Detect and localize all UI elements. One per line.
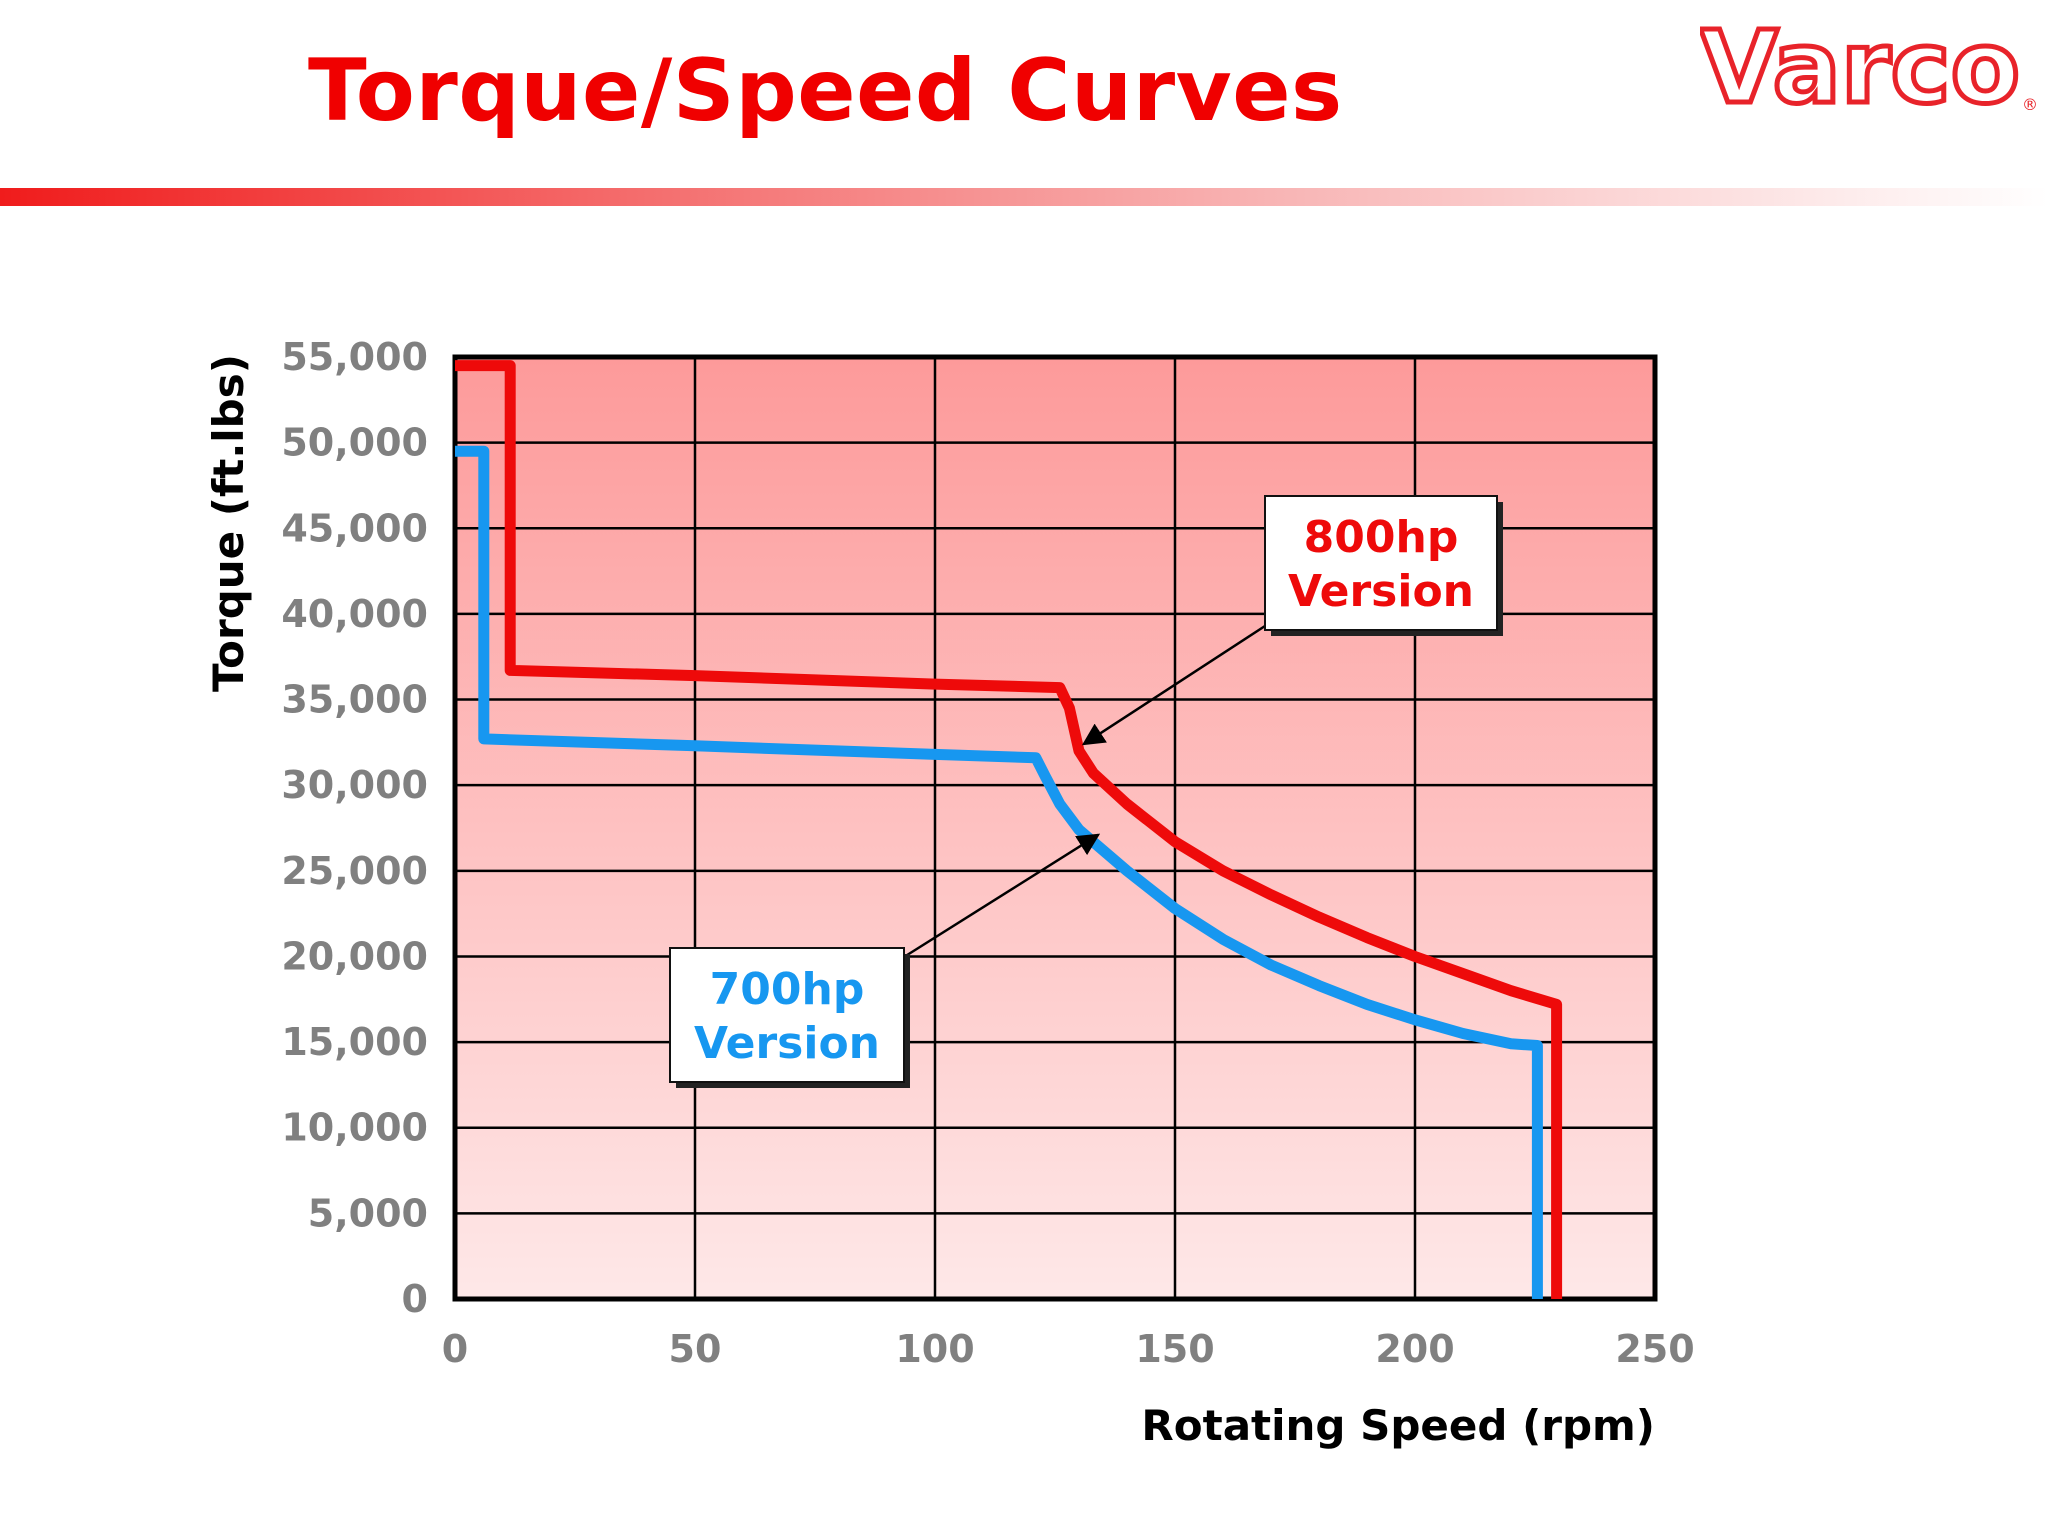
- x-tick-label: 100: [895, 1327, 974, 1371]
- slide-title: Torque/Speed Curves: [308, 41, 1343, 141]
- y-tick-label: 10,000: [281, 1106, 428, 1150]
- callout-arrow: [903, 833, 1101, 959]
- callout-line-2: Version: [1288, 566, 1474, 617]
- series-line-800hp: [455, 360, 1563, 1299]
- series-layer: [455, 360, 1563, 1299]
- x-axis-title: Rotating Speed (rpm): [1141, 1401, 1655, 1450]
- x-tick-label: 150: [1135, 1327, 1214, 1371]
- y-tick-label: 20,000: [281, 934, 428, 978]
- title-divider: [0, 188, 2048, 206]
- plot-frame: [452, 354, 1658, 1302]
- varco-logo-text: Varco: [1700, 10, 2020, 120]
- x-tick-label: 50: [669, 1327, 722, 1371]
- y-tick-label: 5,000: [308, 1191, 428, 1235]
- x-tick-label: 0: [442, 1327, 468, 1371]
- y-tick-label: 25,000: [281, 849, 428, 893]
- y-tick-label: 30,000: [281, 763, 428, 807]
- y-tick-label: 0: [402, 1277, 428, 1321]
- x-tick-label: 250: [1615, 1327, 1694, 1371]
- callout-line-1: 800hp: [1304, 512, 1459, 563]
- y-tick-label: 50,000: [281, 421, 428, 465]
- y-tick-label: 35,000: [281, 678, 428, 722]
- x-tick-label: 200: [1375, 1327, 1454, 1371]
- callout-box: [669, 947, 905, 1083]
- y-tick-label: 55,000: [281, 335, 428, 379]
- series-line-700hp: [455, 445, 1543, 1299]
- callout-line-1: 700hp: [710, 964, 865, 1015]
- y-axis-title: Torque (ft.lbs): [204, 354, 253, 692]
- y-tick-label: 45,000: [281, 506, 428, 550]
- callout-box: [1264, 495, 1498, 631]
- y-tick-label: 40,000: [281, 592, 428, 636]
- varco-logo: Varco ®: [1700, 10, 2038, 120]
- y-tick-label: 15,000: [281, 1020, 428, 1064]
- callout-line-2: Version: [694, 1018, 880, 1069]
- callout-arrow: [1081, 624, 1266, 746]
- tick-labels: 0 5,000 10,000 15,000 20,000 25,000 30,000 35,0…: [281, 335, 1694, 1371]
- registered-mark: ®: [2022, 95, 2038, 114]
- grid-lines: [455, 357, 1655, 1299]
